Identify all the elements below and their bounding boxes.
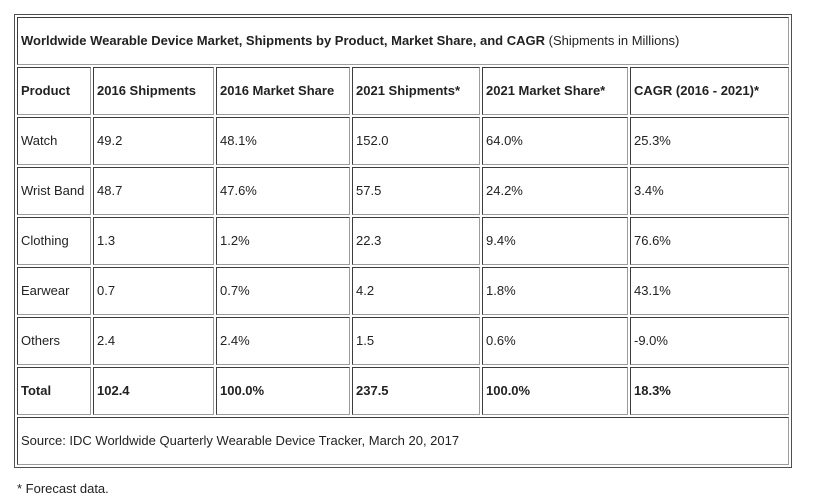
value-cell: 0.7 xyxy=(93,267,214,315)
source-row: Source: IDC Worldwide Quarterly Wearable… xyxy=(17,417,790,465)
value-cell: 48.1% xyxy=(216,117,350,165)
value-cell: 3.4% xyxy=(630,167,790,215)
table-title-cell: Worldwide Wearable Device Market, Shipme… xyxy=(17,17,790,65)
value-cell: 0.6% xyxy=(482,317,628,365)
wearables-market-table: Worldwide Wearable Device Market, Shipme… xyxy=(14,14,793,468)
value-cell: 18.3% xyxy=(630,367,790,415)
table-row-2: Clothing 1.3 1.2% 22.3 9.4% 76.6% xyxy=(17,217,790,265)
table-title-units: (Shipments in Millions) xyxy=(545,32,680,48)
value-cell: 0.7% xyxy=(216,267,350,315)
value-cell: 4.2 xyxy=(352,267,480,315)
value-cell: 102.4 xyxy=(93,367,214,415)
value-cell: 1.8% xyxy=(482,267,628,315)
forecast-footnote: * Forecast data. xyxy=(17,481,109,496)
product-cell: Clothing xyxy=(17,217,91,265)
value-cell: 2.4 xyxy=(93,317,214,365)
product-cell: Wrist Band xyxy=(17,167,91,215)
value-cell: 1.5 xyxy=(352,317,480,365)
source-cell: Source: IDC Worldwide Quarterly Wearable… xyxy=(17,417,790,465)
value-cell: 100.0% xyxy=(482,367,628,415)
value-cell: 64.0% xyxy=(482,117,628,165)
column-header-3: 2021 Shipments* xyxy=(352,67,480,115)
table-row-0: Watch 49.2 48.1% 152.0 64.0% 25.3% xyxy=(17,117,790,165)
value-cell: 100.0% xyxy=(216,367,350,415)
product-cell: Watch xyxy=(17,117,91,165)
product-cell: Earwear xyxy=(17,267,91,315)
value-cell: 237.5 xyxy=(352,367,480,415)
value-cell: 43.1% xyxy=(630,267,790,315)
value-cell: 48.7 xyxy=(93,167,214,215)
table-total-row: Total 102.4 100.0% 237.5 100.0% 18.3% xyxy=(17,367,790,415)
column-header-1: 2016 Shipments xyxy=(93,67,214,115)
value-cell: 76.6% xyxy=(630,217,790,265)
table-row-4: Others 2.4 2.4% 1.5 0.6% -9.0% xyxy=(17,317,790,365)
value-cell: 22.3 xyxy=(352,217,480,265)
value-cell: 9.4% xyxy=(482,217,628,265)
value-cell: 2.4% xyxy=(216,317,350,365)
table-row-3: Earwear 0.7 0.7% 4.2 1.8% 43.1% xyxy=(17,267,790,315)
product-cell: Total xyxy=(17,367,91,415)
product-cell: Others xyxy=(17,317,91,365)
value-cell: 24.2% xyxy=(482,167,628,215)
value-cell: 47.6% xyxy=(216,167,350,215)
value-cell: 25.3% xyxy=(630,117,790,165)
table-title-text: Worldwide Wearable Device Market, Shipme… xyxy=(21,32,545,48)
value-cell: -9.0% xyxy=(630,317,790,365)
column-header-5: CAGR (2016 - 2021)* xyxy=(630,67,790,115)
value-cell: 152.0 xyxy=(352,117,480,165)
value-cell: 57.5 xyxy=(352,167,480,215)
column-header-4: 2021 Market Share* xyxy=(482,67,628,115)
column-header-2: 2016 Market Share xyxy=(216,67,350,115)
column-header-0: Product xyxy=(17,67,91,115)
value-cell: 49.2 xyxy=(93,117,214,165)
table-row-1: Wrist Band 48.7 47.6% 57.5 24.2% 3.4% xyxy=(17,167,790,215)
table-header-row: Product 2016 Shipments 2016 Market Share 20… xyxy=(17,67,790,115)
value-cell: 1.3 xyxy=(93,217,214,265)
table-title-row: Worldwide Wearable Device Market, Shipme… xyxy=(17,17,790,65)
value-cell: 1.2% xyxy=(216,217,350,265)
